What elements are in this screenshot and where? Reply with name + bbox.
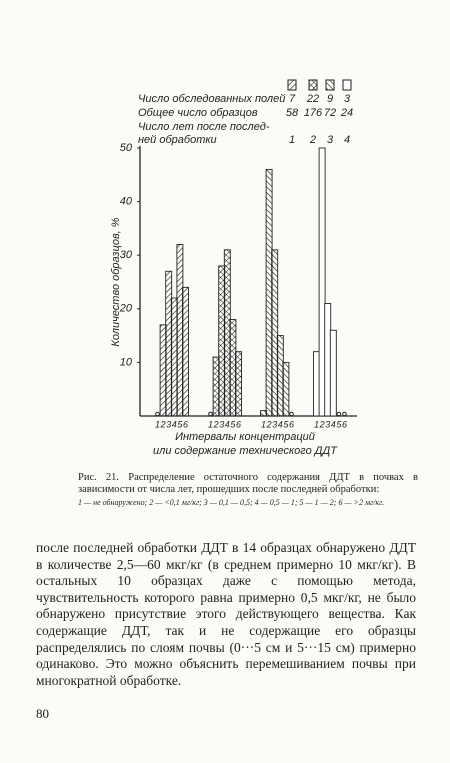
legend-fields: 7	[289, 93, 296, 105]
zero-marker	[208, 411, 213, 417]
chart: Число обследованных полей Общее число об…	[110, 79, 357, 457]
x-tick-label: 5	[177, 419, 183, 429]
legend-swatch	[342, 79, 352, 91]
x-tick-label: 6	[289, 419, 294, 429]
bar	[265, 168, 273, 417]
x-tick-label: 2	[213, 419, 219, 429]
x-tick-label: 3	[219, 419, 224, 429]
bar	[182, 286, 189, 417]
x-axis-label: Интервалы концентраций	[175, 431, 315, 443]
page-number: 80	[36, 706, 49, 721]
y-tick-label: 30	[120, 249, 133, 261]
legend-fields: 9	[327, 93, 333, 105]
bar	[170, 297, 178, 417]
x-tick-label: 1	[261, 419, 266, 429]
x-tick-label: 3	[166, 419, 171, 429]
x-tick-label: 2	[160, 419, 166, 429]
bar	[218, 265, 226, 417]
zero-marker	[155, 411, 160, 417]
bar	[271, 249, 279, 417]
y-tick-label: 10	[120, 356, 133, 368]
legend-row-label: Общее число образцов	[138, 107, 258, 119]
bar	[276, 335, 284, 417]
legend-swatch	[325, 79, 335, 91]
y-tick-label: 50	[120, 142, 133, 154]
y-tick-label: 20	[119, 303, 133, 315]
figure-caption: Рис. 21. Распределение остаточного содер…	[78, 472, 418, 495]
x-tick-label: 6	[342, 419, 347, 429]
bar	[229, 319, 237, 417]
x-tick-label: 6	[236, 419, 241, 429]
legend-entry: 2	[309, 134, 316, 146]
x-tick-label: 5	[336, 419, 342, 429]
x-tick-label: 1	[155, 419, 160, 429]
x-tick-label: 2	[266, 419, 272, 429]
bar	[235, 351, 242, 417]
y-axis-label: Количество образцов, %	[110, 217, 122, 346]
bar	[324, 302, 332, 417]
zero-marker	[289, 411, 294, 417]
legend-samples: 176	[304, 107, 323, 119]
legend-row-label: Число лет после послед-	[138, 121, 270, 133]
x-tick-label: 4	[278, 419, 283, 429]
legend-row-label: ней обработки	[138, 134, 217, 146]
legend-samples: 58	[286, 107, 299, 119]
bar	[176, 244, 184, 417]
legend-fields: 3	[344, 93, 351, 105]
bar	[329, 329, 337, 417]
legend-fields: 22	[306, 93, 319, 105]
legend-entry: 1	[289, 134, 295, 146]
x-tick-label: 5	[230, 419, 236, 429]
x-tick-label: 5	[283, 419, 289, 429]
figure-key: 1 — не обнаружено; 2 — <0,1 мг/кг; 3 — 0…	[78, 498, 385, 507]
bar	[282, 361, 290, 417]
legend-row-label: Число обследованных полей	[138, 93, 285, 105]
bar	[223, 249, 231, 417]
y-tick-label: 40	[120, 196, 133, 208]
bar	[260, 410, 267, 417]
x-tick-label: 6	[183, 419, 188, 429]
bar	[159, 324, 167, 417]
x-tick-label: 4	[225, 419, 230, 429]
bar	[313, 351, 320, 417]
x-tick-label: 4	[331, 419, 336, 429]
x-axis-label: или содержание технического ДДТ	[153, 445, 338, 457]
legend-samples: 72	[324, 107, 336, 119]
x-tick-label: 1	[208, 419, 213, 429]
x-tick-label: 3	[325, 419, 330, 429]
zero-marker	[336, 411, 342, 417]
bar	[165, 270, 173, 417]
zero-marker	[342, 411, 347, 417]
legend-swatch	[308, 79, 318, 91]
legend-entry: 3	[327, 134, 334, 146]
x-tick-label: 3	[272, 419, 277, 429]
x-tick-label: 2	[319, 419, 325, 429]
x-tick-label: 4	[172, 419, 177, 429]
legend-swatch	[287, 79, 297, 91]
x-tick-label: 1	[314, 419, 319, 429]
legend-samples: 24	[340, 107, 353, 119]
legend-entry: 4	[344, 134, 350, 146]
bar	[212, 356, 220, 417]
body-text: после последней обработки ДДТ в 14 образ…	[36, 540, 416, 688]
bar	[318, 147, 326, 417]
